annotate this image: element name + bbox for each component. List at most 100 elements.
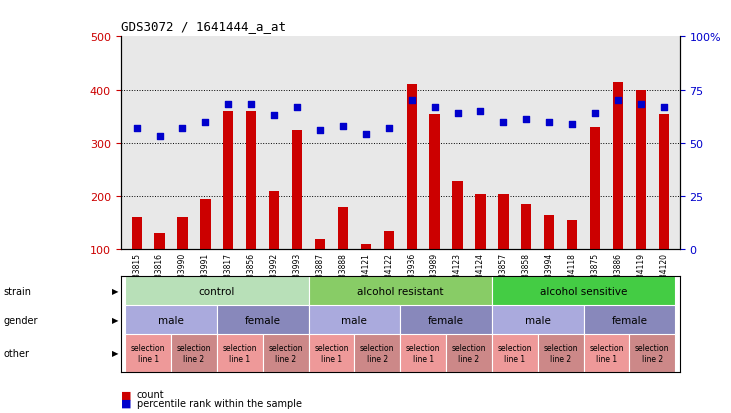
- Point: [291, 104, 303, 111]
- Bar: [217, 335, 262, 372]
- Bar: [154, 234, 164, 250]
- Bar: [401, 306, 492, 335]
- Text: ■: ■: [121, 389, 131, 399]
- Text: count: count: [137, 389, 164, 399]
- Bar: [567, 221, 577, 250]
- Point: [314, 128, 326, 134]
- Text: male: male: [341, 315, 367, 325]
- Text: selection
line 2: selection line 2: [360, 344, 395, 363]
- Bar: [308, 306, 401, 335]
- Text: selection
line 1: selection line 1: [314, 344, 349, 363]
- Bar: [429, 114, 440, 250]
- Bar: [384, 231, 394, 250]
- Text: female: female: [611, 315, 648, 325]
- Text: strain: strain: [4, 286, 31, 296]
- Point: [131, 125, 143, 132]
- Bar: [406, 85, 417, 250]
- Bar: [125, 277, 308, 306]
- Bar: [446, 335, 492, 372]
- Bar: [590, 128, 600, 250]
- Point: [520, 117, 532, 123]
- Point: [658, 104, 670, 111]
- Bar: [217, 306, 308, 335]
- Point: [383, 125, 395, 132]
- Bar: [262, 335, 308, 372]
- Point: [612, 98, 624, 104]
- Point: [268, 113, 280, 119]
- Bar: [171, 335, 217, 372]
- Text: male: male: [158, 315, 184, 325]
- Bar: [583, 335, 629, 372]
- Bar: [200, 199, 211, 250]
- Bar: [355, 335, 401, 372]
- Text: selection
line 2: selection line 2: [635, 344, 670, 363]
- Text: ▶: ▶: [112, 287, 118, 296]
- Point: [337, 123, 349, 130]
- Text: selection
line 2: selection line 2: [177, 344, 211, 363]
- Text: selection
line 2: selection line 2: [268, 344, 303, 363]
- Text: female: female: [428, 315, 464, 325]
- Bar: [125, 306, 217, 335]
- Text: ■: ■: [121, 398, 131, 408]
- Text: other: other: [4, 348, 30, 358]
- Bar: [499, 194, 509, 250]
- Bar: [492, 277, 675, 306]
- Bar: [452, 182, 463, 250]
- Point: [429, 104, 441, 111]
- Bar: [492, 306, 583, 335]
- Text: ▶: ▶: [112, 316, 118, 325]
- Text: selection
line 2: selection line 2: [452, 344, 486, 363]
- Point: [589, 110, 601, 117]
- Text: alcohol resistant: alcohol resistant: [357, 286, 444, 296]
- Bar: [544, 215, 554, 250]
- Bar: [125, 335, 171, 372]
- Point: [474, 108, 486, 115]
- Bar: [308, 277, 492, 306]
- Bar: [636, 90, 646, 250]
- Text: female: female: [245, 315, 281, 325]
- Bar: [178, 218, 188, 250]
- Text: selection
line 1: selection line 1: [498, 344, 532, 363]
- Point: [498, 119, 510, 126]
- Point: [246, 102, 257, 109]
- Bar: [659, 114, 669, 250]
- Text: percentile rank within the sample: percentile rank within the sample: [137, 398, 302, 408]
- Point: [543, 119, 555, 126]
- Bar: [132, 218, 142, 250]
- Point: [200, 119, 211, 126]
- Point: [222, 102, 234, 109]
- Bar: [315, 239, 325, 250]
- Bar: [613, 82, 623, 250]
- Point: [154, 134, 165, 140]
- Bar: [629, 335, 675, 372]
- Bar: [246, 112, 257, 250]
- Text: selection
line 1: selection line 1: [131, 344, 165, 363]
- Bar: [269, 191, 279, 250]
- Text: control: control: [199, 286, 235, 296]
- Text: selection
line 1: selection line 1: [222, 344, 257, 363]
- Text: gender: gender: [4, 315, 38, 325]
- Text: selection
line 1: selection line 1: [589, 344, 624, 363]
- Text: selection
line 2: selection line 2: [543, 344, 578, 363]
- Bar: [538, 335, 583, 372]
- Bar: [521, 205, 531, 250]
- Bar: [223, 112, 233, 250]
- Point: [406, 98, 417, 104]
- Bar: [492, 335, 538, 372]
- Bar: [475, 194, 485, 250]
- Bar: [338, 207, 348, 250]
- Point: [635, 102, 647, 109]
- Text: male: male: [525, 315, 550, 325]
- Bar: [583, 306, 675, 335]
- Point: [360, 132, 371, 138]
- Point: [177, 125, 189, 132]
- Bar: [308, 335, 355, 372]
- Text: alcohol sensitive: alcohol sensitive: [540, 286, 627, 296]
- Bar: [401, 335, 446, 372]
- Text: GDS3072 / 1641444_a_at: GDS3072 / 1641444_a_at: [121, 20, 286, 33]
- Bar: [360, 244, 371, 250]
- Bar: [292, 130, 302, 250]
- Point: [452, 110, 463, 117]
- Text: ▶: ▶: [112, 349, 118, 358]
- Text: selection
line 1: selection line 1: [406, 344, 440, 363]
